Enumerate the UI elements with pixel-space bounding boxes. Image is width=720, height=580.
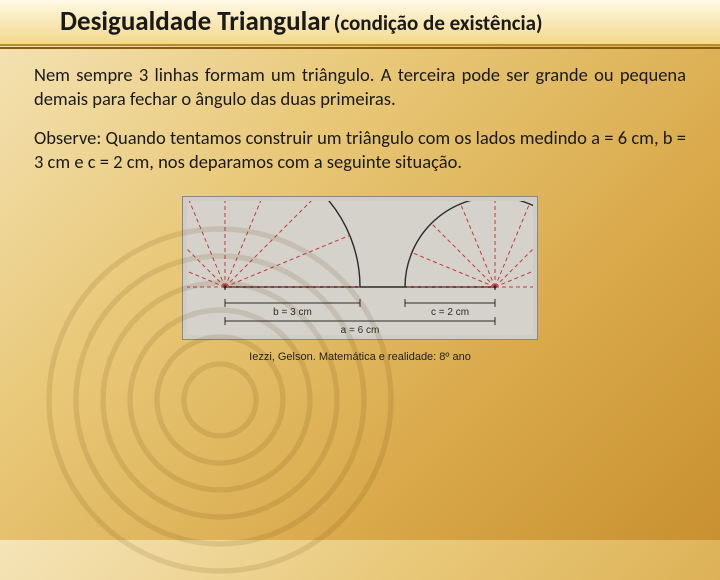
figure-container: b = 3 cm c = 2 cm a = 6 cm Iezzi, Gelson. …	[34, 196, 686, 363]
figure-svg: b = 3 cm c = 2 cm a = 6 cm	[187, 201, 533, 335]
svg-text:c = 2 cm: c = 2 cm	[431, 307, 469, 318]
figure-caption: Iezzi, Gelson. Matemática e realidade: 8…	[34, 351, 686, 363]
title-header: Desigualdade Triangular (condição de exi…	[0, 0, 720, 46]
paragraph-1: Nem sempre 3 linhas formam um triângulo.…	[34, 63, 686, 110]
triangle-inequality-figure: b = 3 cm c = 2 cm a = 6 cm	[182, 196, 538, 340]
svg-text:b = 3 cm: b = 3 cm	[273, 307, 312, 318]
title-main: Desigualdade Triangular	[60, 5, 330, 38]
slide-content: Nem sempre 3 linhas formam um triângulo.…	[0, 49, 720, 363]
svg-text:a = 6 cm: a = 6 cm	[341, 325, 380, 335]
paragraph-2: Observe: Quando tentamos construir um tr…	[34, 126, 686, 173]
title-subtitle: (condição de existência)	[334, 10, 543, 36]
